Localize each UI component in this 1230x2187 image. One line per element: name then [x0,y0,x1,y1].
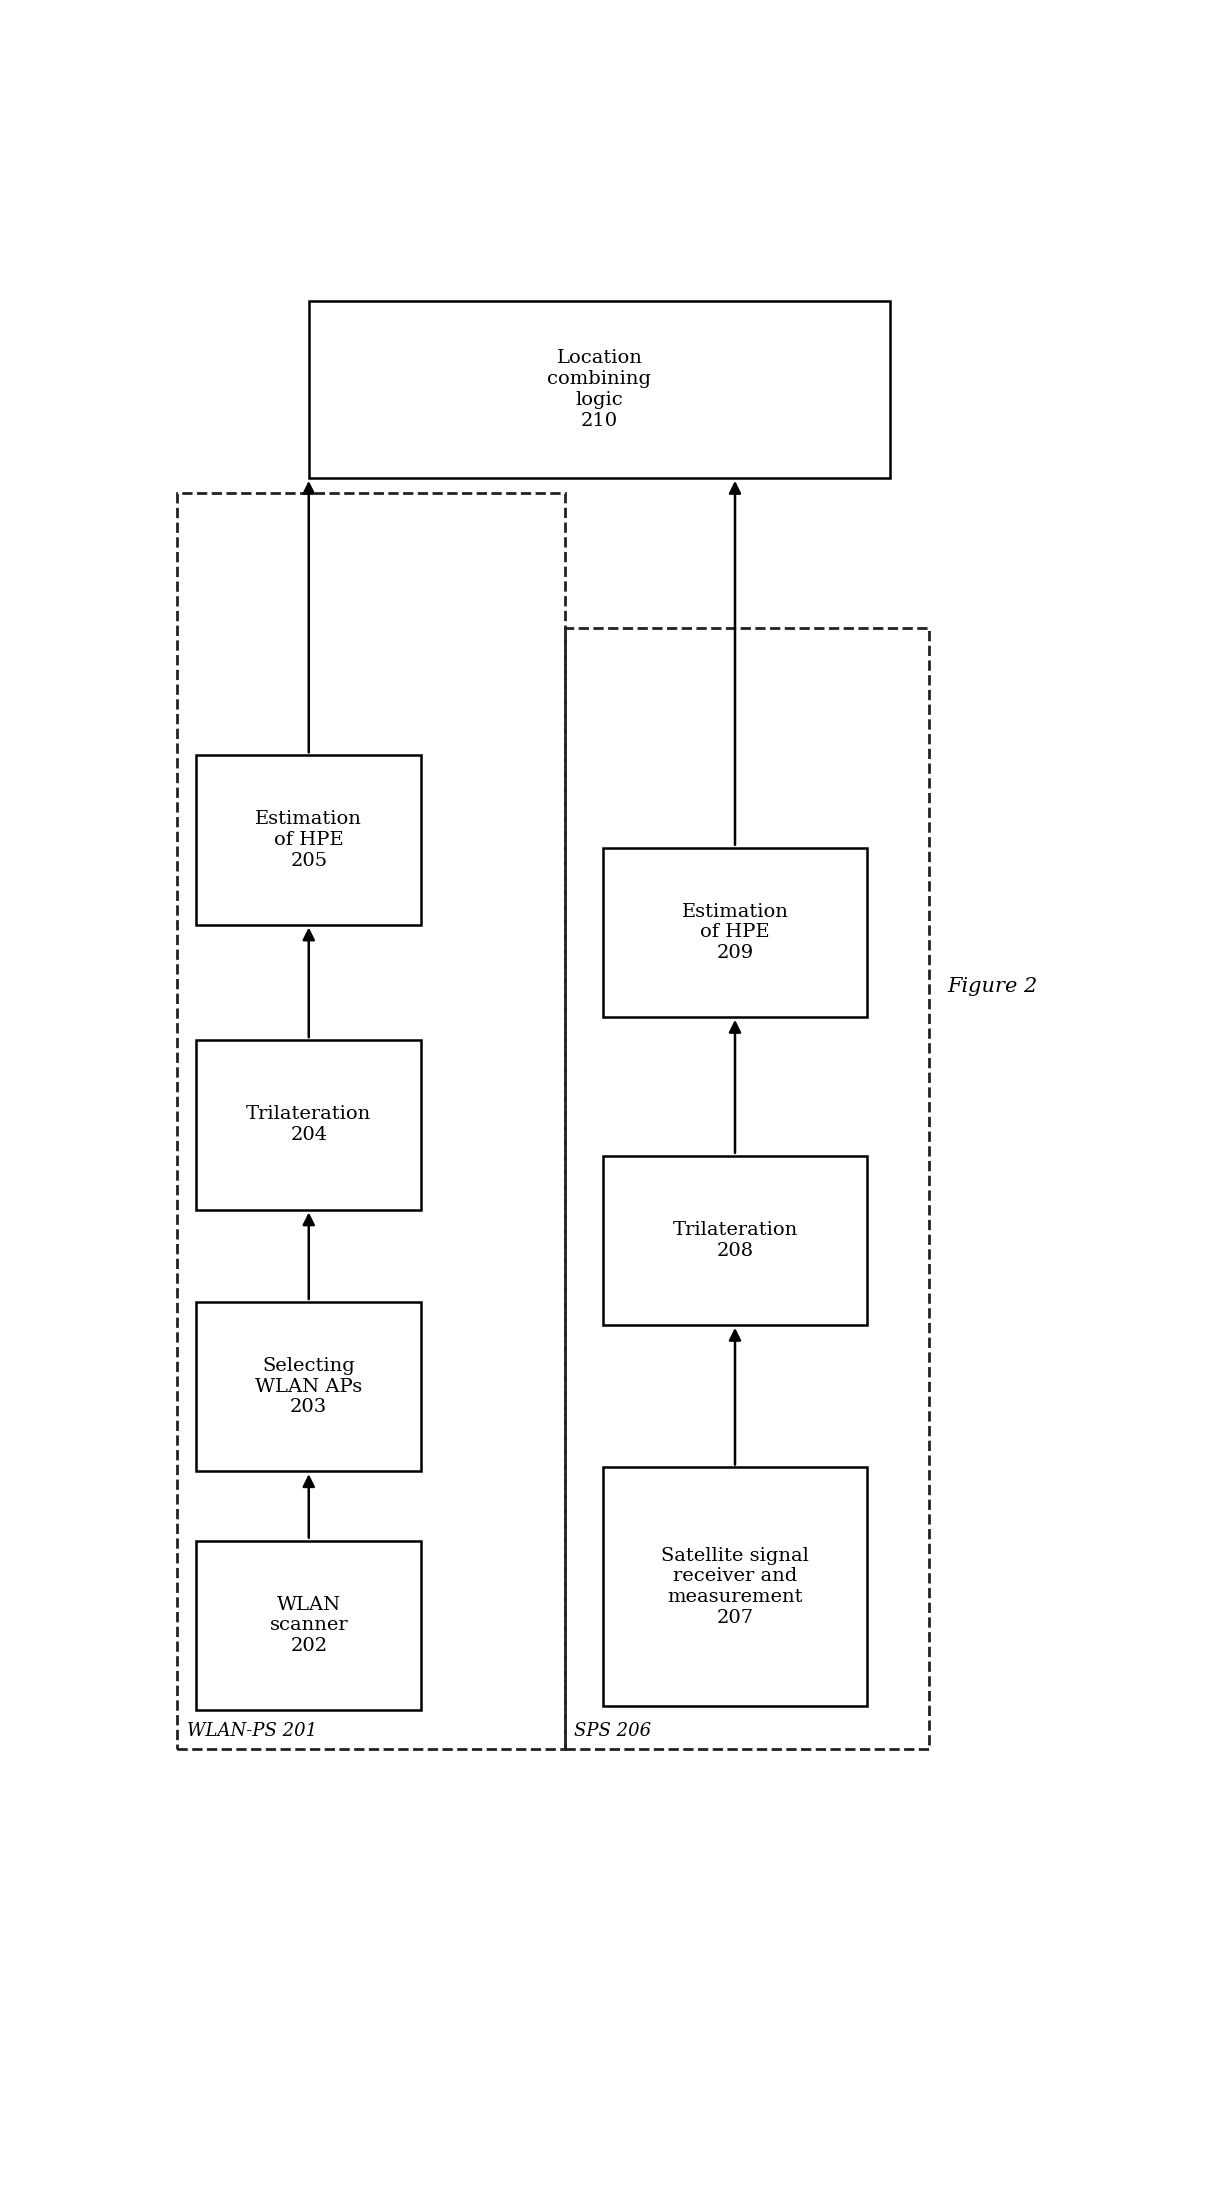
Text: SPS 206: SPS 206 [574,1721,651,1741]
FancyBboxPatch shape [603,849,867,1017]
Text: Trilateration
208: Trilateration 208 [673,1220,797,1260]
Text: Trilateration
204: Trilateration 204 [246,1104,371,1144]
FancyBboxPatch shape [309,302,891,479]
Text: WLAN
scanner
202: WLAN scanner 202 [269,1597,348,1656]
Text: Selecting
WLAN APs
203: Selecting WLAN APs 203 [255,1356,363,1417]
Text: WLAN-PS 201: WLAN-PS 201 [187,1721,316,1741]
FancyBboxPatch shape [603,1155,867,1325]
FancyBboxPatch shape [197,1540,421,1710]
FancyBboxPatch shape [603,1467,867,1706]
Text: Estimation
of HPE
209: Estimation of HPE 209 [681,903,788,962]
Text: Location
combining
logic
210: Location combining logic 210 [547,350,652,429]
FancyBboxPatch shape [197,1041,421,1209]
FancyBboxPatch shape [197,1301,421,1472]
Text: Estimation
of HPE
205: Estimation of HPE 205 [256,809,362,870]
Text: Figure 2: Figure 2 [947,978,1038,995]
Text: Satellite signal
receiver and
measurement
207: Satellite signal receiver and measuremen… [661,1546,809,1627]
FancyBboxPatch shape [197,755,421,925]
